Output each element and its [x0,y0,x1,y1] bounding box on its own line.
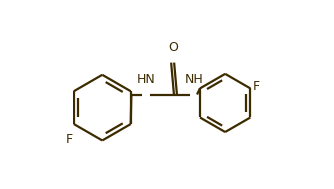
Text: NH: NH [185,73,204,86]
Text: O: O [169,41,178,54]
Text: F: F [65,133,73,146]
Text: F: F [253,80,260,93]
Text: HN: HN [137,73,156,86]
